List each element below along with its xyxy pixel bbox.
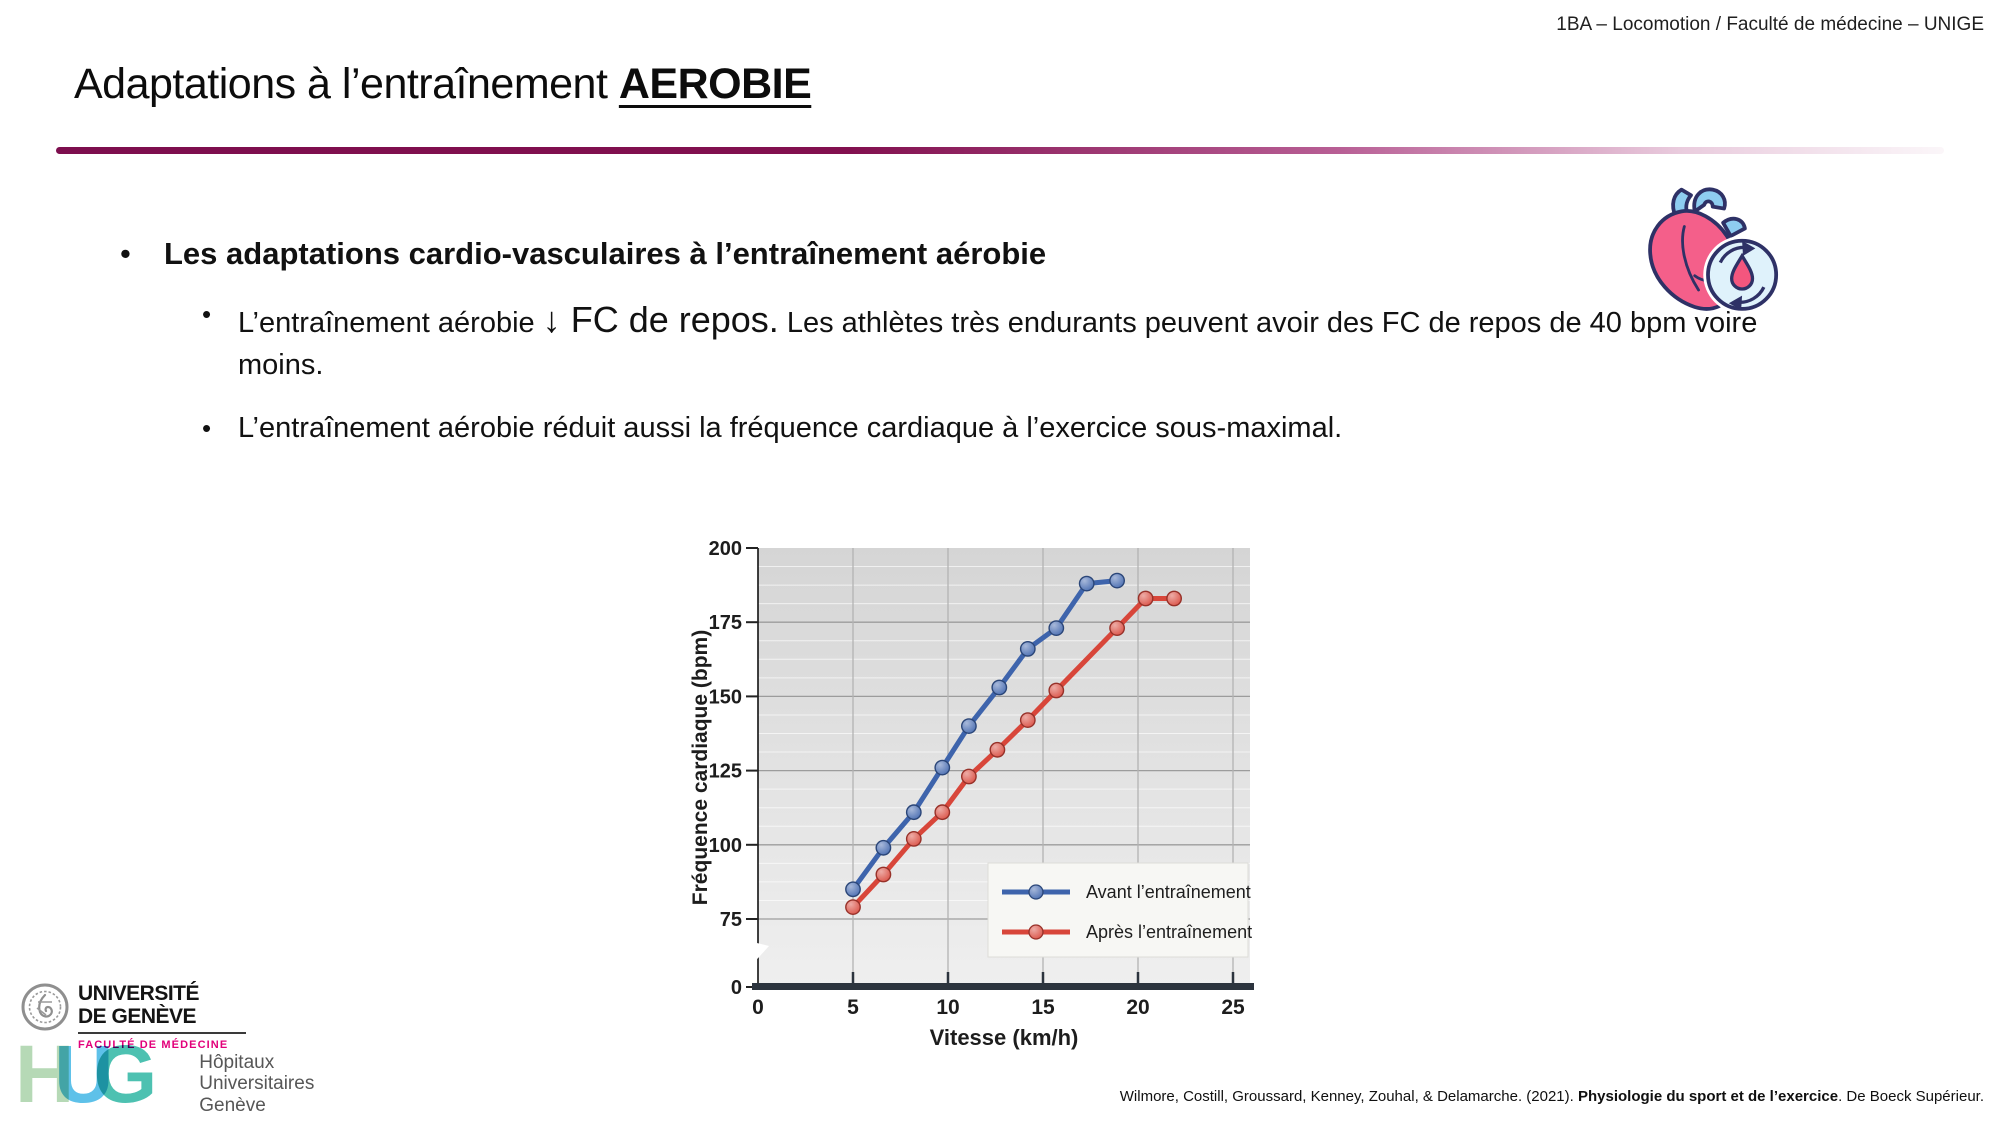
unige-wordmark: UNIVERSITÉ DE GENÈVE FACULTÉ DE MÉDECINE — [78, 982, 246, 1051]
y-axis-title: Fréquence cardiaque (bpm) — [690, 630, 712, 905]
x-tick-label: 25 — [1221, 996, 1245, 1019]
citation-suffix: . De Boeck Supérieur. — [1838, 1088, 1984, 1105]
legend-entry: Après l’entraînement — [1002, 922, 1252, 942]
data-point — [934, 804, 951, 821]
legend-label: Avant l’entraînement — [1086, 882, 1251, 902]
sub1-suffix: Les athlètes très endurants peuvent avoi… — [238, 307, 1758, 382]
data-point — [1048, 620, 1065, 637]
x-tick-label: 0 — [752, 996, 764, 1019]
x-tick-label: 5 — [847, 996, 859, 1019]
data-point — [991, 679, 1008, 696]
data-point — [1109, 620, 1125, 637]
page-title-text: Adaptations à l’entraînement — [74, 60, 619, 108]
data-point — [934, 759, 951, 776]
x-axis-title: Vitesse (km/h) — [930, 1025, 1079, 1050]
hug-logo: H U G Hôpitaux Universitaires Genève — [15, 1029, 314, 1120]
data-point — [845, 899, 861, 915]
sub1-prefix: L’entraînement aérobie — [238, 307, 543, 339]
hug-wordmark: Hôpitaux Universitaires Genève — [199, 1052, 314, 1116]
legend-label: Après l’entraînement — [1086, 922, 1252, 942]
data-point — [1078, 575, 1095, 592]
sub1-emphasis: ↓ FC de repos. — [542, 299, 779, 340]
data-point — [905, 830, 922, 847]
unige-logo: UNIVERSITÉ DE GENÈVE FACULTÉ DE MÉDECINE — [20, 982, 246, 1051]
bullet-sub2-text: L’entraînement aérobie réduit aussi la f… — [238, 412, 1343, 444]
heart-circulation-icon — [1632, 183, 1784, 325]
citation: Wilmore, Costill, Groussard, Kenney, Zou… — [1120, 1088, 1984, 1105]
data-point — [1019, 641, 1036, 657]
y-tick-label: 100 — [709, 835, 742, 857]
hug-text-line1: Hôpitaux — [199, 1052, 275, 1073]
y-tick-label: 125 — [709, 761, 742, 783]
x-axis — [752, 983, 1254, 990]
unige-divider — [78, 1032, 246, 1035]
series-avant — [845, 572, 1125, 898]
data-point — [845, 881, 861, 898]
data-point — [1109, 572, 1125, 589]
data-point — [989, 741, 1006, 758]
data-point — [1137, 590, 1154, 607]
y-tick-label: 0 — [731, 977, 742, 999]
bullet-main-text: Les adaptations cardio-vasculaires à l’e… — [164, 236, 1047, 271]
hug-letter-u: U — [54, 1029, 113, 1120]
data-point — [960, 718, 977, 735]
bullet-main: • Les adaptations cardio-vasculaires à l… — [120, 236, 1046, 272]
data-point — [875, 866, 892, 883]
hug-text-line2: Universitaires — [199, 1073, 315, 1095]
heart-icon — [1648, 187, 1781, 314]
bullet-sub1: • L’entraînement aérobie ↓ FC de repos. … — [202, 294, 1812, 386]
data-point — [1166, 590, 1182, 607]
citation-book-title: Physiologie du sport et de l’exercice — [1577, 1088, 1839, 1105]
bullet-marker: • — [120, 236, 131, 271]
bullet-sub2: • L’entraînement aérobie réduit aussi la… — [202, 408, 1852, 449]
unige-faculty-label: FACULTÉ DE MÉDECINE — [78, 1039, 229, 1052]
data-point — [1019, 712, 1036, 729]
y-tick-label: 200 — [709, 540, 742, 560]
data-point — [875, 839, 892, 856]
data-point — [905, 804, 922, 821]
unige-seal-icon — [21, 983, 69, 1031]
course-header: 1BA – Locomotion / Faculté de médecine –… — [1556, 14, 1984, 35]
citation-authors: Wilmore, Costill, Groussard, Kenney, Zou… — [1119, 1088, 1578, 1105]
unige-name-line2: DE GENÈVE — [78, 1005, 197, 1029]
x-tick-label: 10 — [936, 996, 959, 1019]
chart-legend: Avant l’entraînement Après l’entraînement — [987, 862, 1252, 958]
y-axis-break — [749, 941, 769, 968]
line-chart-svg: Avant l’entraînement Après l’entraînement… — [689, 538, 1254, 1050]
unige-name-line1: UNIVERSITÉ — [78, 982, 200, 1005]
x-tick-label: 20 — [1126, 996, 1149, 1019]
legend-entry: Avant l’entraînement — [1002, 882, 1251, 902]
y-tick-label: 175 — [709, 612, 742, 634]
page-title-emphasis: AEROBIE — [618, 60, 812, 108]
page-title: Adaptations à l’entraînement AEROBIE — [74, 60, 812, 109]
title-accent-rule — [56, 147, 1944, 154]
bullet-sub1-text: L’entraînement aérobie ↓ FC de repos. Le… — [238, 294, 1812, 386]
x-tick-label: 15 — [1031, 996, 1055, 1019]
hug-letter-h: H — [15, 1029, 74, 1120]
bullet-marker: • — [202, 413, 212, 443]
hug-letters: H U G — [15, 1029, 157, 1120]
hug-text-line3: Genève — [199, 1094, 266, 1116]
data-point — [960, 768, 977, 785]
data-point — [1048, 682, 1065, 699]
hr-vs-speed-chart: Avant l’entraînement Après l’entraînement… — [689, 538, 1270, 1080]
bullet-marker: • — [202, 299, 212, 329]
series-apres — [845, 590, 1182, 915]
y-tick-label: 75 — [720, 909, 742, 931]
y-tick-label: 150 — [709, 686, 742, 708]
hug-letter-g: G — [93, 1029, 157, 1120]
